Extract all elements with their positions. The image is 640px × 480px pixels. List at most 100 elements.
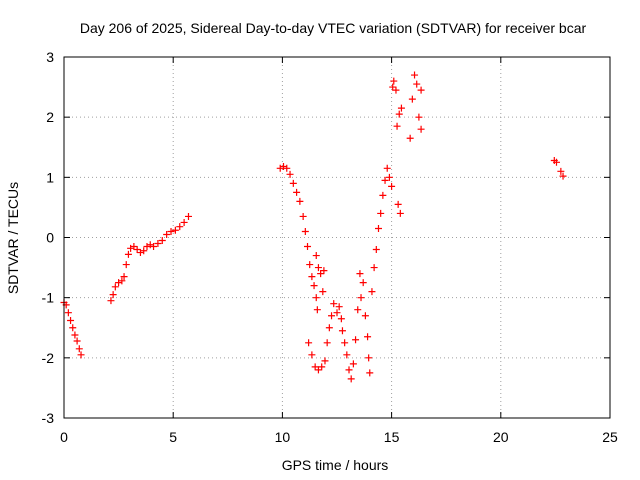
data-point	[296, 197, 304, 205]
data-point	[361, 312, 369, 320]
series-seg4	[550, 156, 567, 180]
data-point	[347, 375, 355, 383]
data-point	[133, 246, 141, 254]
data-point	[406, 134, 414, 142]
data-point	[289, 179, 297, 187]
y-tick-label: 2	[46, 109, 54, 125]
data-point	[365, 354, 373, 362]
data-point	[312, 252, 320, 260]
data-point	[313, 306, 321, 314]
data-point	[383, 164, 391, 172]
data-point	[107, 297, 115, 305]
chart-title: Day 206 of 2025, Sidereal Day-to-day VTE…	[80, 20, 587, 36]
data-point	[349, 360, 357, 368]
data-point	[140, 247, 148, 255]
data-point	[337, 315, 345, 323]
data-point	[120, 273, 128, 281]
data-point	[311, 363, 319, 371]
data-point	[286, 170, 294, 178]
data-point	[364, 333, 372, 341]
data-point	[417, 86, 425, 94]
data-point	[377, 209, 385, 217]
data-point	[301, 227, 309, 235]
data-point	[352, 336, 360, 344]
data-point	[413, 80, 421, 88]
data-point	[372, 246, 380, 254]
data-point	[118, 277, 126, 285]
data-point	[368, 288, 376, 296]
data-point	[388, 182, 396, 190]
data-point	[317, 270, 325, 278]
x-tick-label: 20	[493, 429, 509, 445]
series-seg2	[107, 212, 192, 305]
data-point	[411, 71, 419, 79]
data-point	[397, 104, 405, 112]
data-point	[69, 324, 77, 332]
data-point	[312, 294, 320, 302]
data-point	[73, 337, 81, 345]
data-point	[325, 324, 333, 332]
grid	[64, 57, 610, 418]
data-point	[557, 167, 565, 175]
data-point	[381, 176, 389, 184]
x-tick-label: 15	[384, 429, 400, 445]
data-point	[64, 309, 72, 317]
data-point	[392, 86, 400, 94]
data-point	[323, 339, 331, 347]
data-point	[415, 113, 423, 121]
data-point	[305, 339, 313, 347]
data-points	[60, 71, 567, 383]
data-point	[67, 317, 75, 325]
data-point	[180, 218, 188, 226]
data-point	[163, 230, 171, 238]
data-point	[394, 200, 402, 208]
x-tick-label: 10	[275, 429, 291, 445]
data-point	[396, 209, 404, 217]
data-point	[357, 294, 365, 302]
data-point	[154, 240, 162, 248]
data-point	[343, 351, 351, 359]
data-point	[393, 122, 401, 130]
data-point	[306, 261, 314, 269]
y-tick-label: 3	[46, 49, 54, 65]
data-point	[111, 283, 119, 291]
data-point	[167, 227, 175, 235]
y-tick-label: 1	[46, 169, 54, 185]
data-point	[417, 125, 425, 133]
data-point	[308, 351, 316, 359]
x-axis-label: GPS time / hours	[282, 457, 389, 473]
y-axis-label: SDTVAR / TECUs	[5, 182, 21, 294]
data-point	[130, 243, 138, 251]
data-point	[559, 172, 567, 180]
data-point	[71, 331, 79, 339]
x-tick-label: 5	[169, 429, 177, 445]
y-tick-label: -1	[42, 290, 55, 306]
data-point	[308, 273, 316, 281]
data-point	[552, 158, 560, 166]
data-point	[390, 77, 398, 85]
data-point	[109, 291, 117, 299]
data-point	[171, 226, 179, 234]
data-point	[321, 357, 329, 365]
data-point	[283, 164, 291, 172]
x-tick-label: 25	[602, 429, 618, 445]
plot-frame	[63, 56, 611, 419]
data-point	[333, 309, 341, 317]
data-point	[366, 369, 374, 377]
data-point	[341, 339, 349, 347]
data-point	[389, 83, 397, 91]
data-point	[338, 327, 346, 335]
data-point	[122, 261, 130, 269]
series-seg3	[276, 71, 425, 383]
data-point	[75, 345, 83, 353]
data-point	[158, 237, 166, 245]
data-point	[77, 351, 85, 359]
data-point	[359, 279, 367, 287]
data-point	[385, 173, 393, 181]
data-point	[310, 282, 318, 290]
data-point	[318, 363, 326, 371]
y-tick-label: -3	[42, 410, 55, 426]
data-point	[354, 306, 362, 314]
